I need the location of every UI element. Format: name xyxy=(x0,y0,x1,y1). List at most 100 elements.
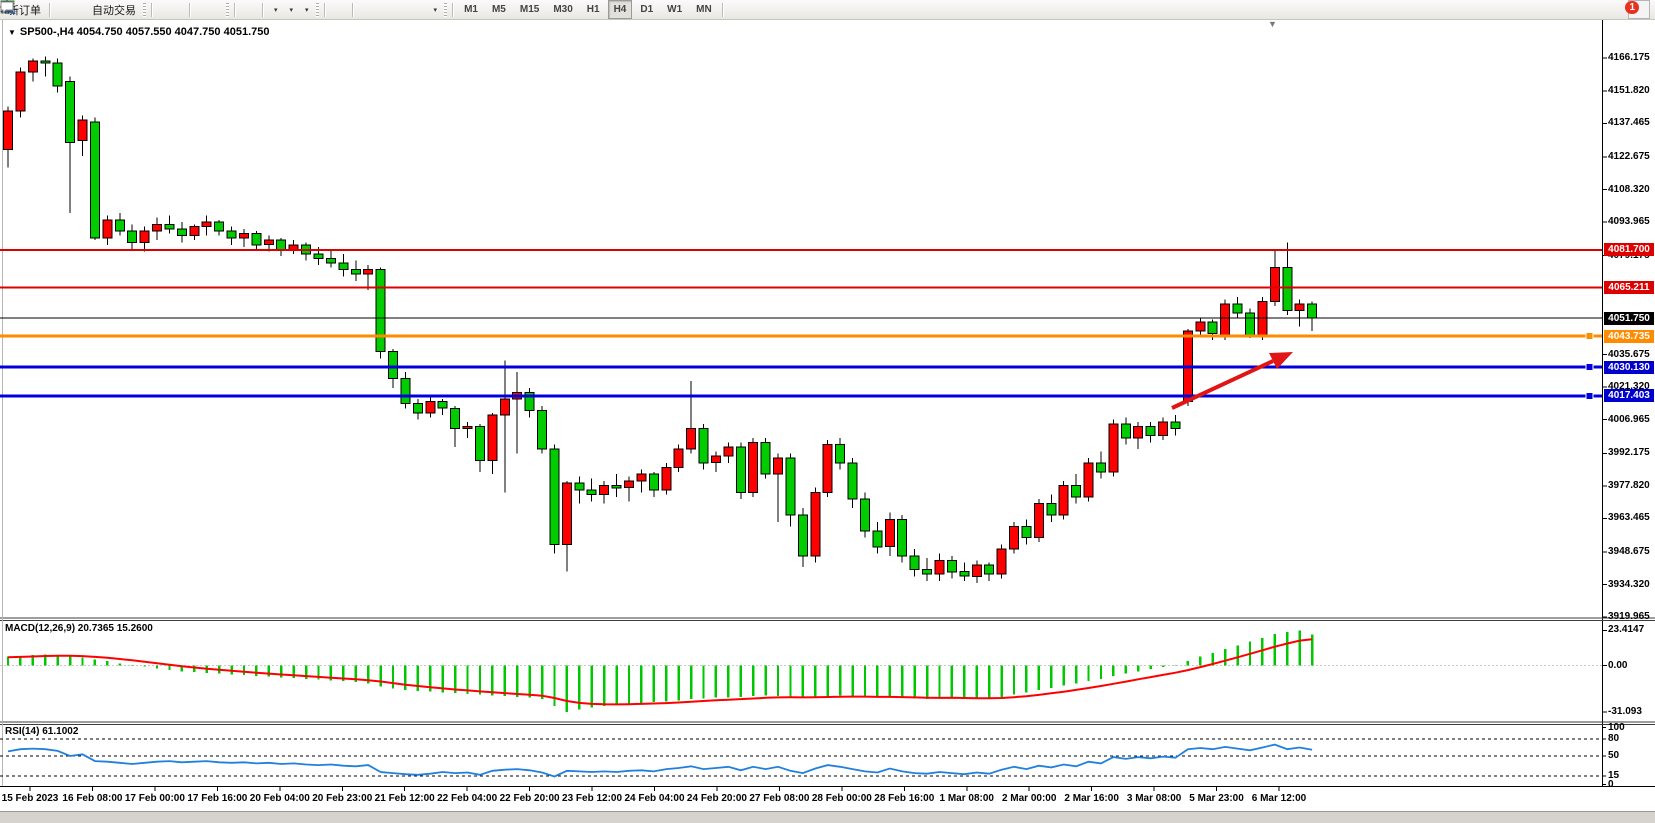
price-badge-4017.403: 4017.403 xyxy=(1604,389,1654,403)
candle-chart-mode-button[interactable] xyxy=(1,0,175,19)
candle-body xyxy=(561,482,572,546)
timeframe-h4-button[interactable]: H4 xyxy=(607,0,633,19)
accounts-button[interactable] xyxy=(0,0,73,19)
one-click-trading-arrow-icon[interactable]: ▼ xyxy=(8,28,16,37)
time-axis-label: 21 Feb 12:00 xyxy=(374,793,435,804)
time-axis-label: 28 Feb 00:00 xyxy=(811,793,872,804)
candle-body xyxy=(499,398,510,416)
price-axis-tick: 3963.465 xyxy=(1608,512,1650,524)
new-chart-button[interactable]: ▾ xyxy=(0,0,282,19)
candle-body xyxy=(797,514,808,557)
zoom-in-button[interactable] xyxy=(1,0,203,19)
chart-canvas[interactable] xyxy=(0,19,1655,811)
time-axis-label: 22 Feb 04:00 xyxy=(437,793,498,804)
timeframe-h1-button[interactable]: H1 xyxy=(586,4,600,15)
candle-body xyxy=(375,269,386,352)
time-axis-label: 28 Feb 16:00 xyxy=(874,793,935,804)
chart-title: ▼ SP500-,H4 4054.750 4057.550 4047.750 40… xyxy=(8,26,269,38)
candle-body xyxy=(1145,425,1156,436)
candle-body xyxy=(201,221,212,228)
candle-body xyxy=(984,564,995,575)
autotrading-button-label: 自动交易 xyxy=(92,4,136,17)
templates-button[interactable]: ▾ xyxy=(0,0,313,19)
tile-windows-button[interactable] xyxy=(0,0,223,19)
line-chart-mode-button[interactable] xyxy=(0,0,185,19)
candle-body xyxy=(748,441,759,493)
chart-window[interactable]: ▼ SP500-,H4 4054.750 4057.550 4047.750 40… xyxy=(0,19,1655,811)
candle-body xyxy=(3,110,13,150)
candle-body xyxy=(847,462,858,500)
candle-body xyxy=(884,519,895,548)
label-tool-button[interactable]: T xyxy=(0,0,426,19)
time-axis-label: 20 Feb 04:00 xyxy=(249,793,310,804)
macd-indicator-label: MACD(12,26,9) 20.7365 15.2600 xyxy=(5,623,153,634)
trendline-tool-button[interactable] xyxy=(0,0,386,19)
candle-body xyxy=(611,485,622,489)
timeframe-m30-button[interactable]: M30 xyxy=(553,4,573,15)
candle-body xyxy=(475,425,485,461)
auto-arrange-button[interactable] xyxy=(1,0,248,19)
candle-body xyxy=(1120,423,1131,439)
candle-body xyxy=(450,407,461,430)
timeframe-mn-button[interactable]: MN xyxy=(696,4,712,15)
timeframe-m1-button[interactable]: M1 xyxy=(464,4,478,15)
rsi-axis-tick: 15 xyxy=(1608,769,1620,781)
time-axis-label: 24 Feb 20:00 xyxy=(686,793,747,804)
candle-body xyxy=(40,60,51,64)
vertical-line-tool-button[interactable] xyxy=(4,0,366,19)
candle-body xyxy=(363,269,374,275)
signals-button[interactable] xyxy=(1,0,83,19)
candle-body xyxy=(288,244,299,250)
timeframe-d1-button[interactable]: D1 xyxy=(640,4,654,15)
timeframe-w1-button[interactable]: W1 xyxy=(667,4,683,15)
price-axis-tick: 3919.965 xyxy=(1608,611,1650,623)
price-axis-tick: 3977.820 xyxy=(1608,479,1650,491)
crosshair-tool-button[interactable] xyxy=(0,0,348,19)
timeframe-m15-button[interactable]: M15 xyxy=(519,4,540,15)
shapes-tool-button[interactable]: ▾ xyxy=(1,0,442,19)
timeframe-m5-button[interactable]: M5 xyxy=(491,4,506,15)
channel-tool-button[interactable]: E xyxy=(0,0,396,19)
candle-body xyxy=(487,414,498,462)
chart-shift-marker-icon[interactable]: ▼ xyxy=(1268,19,1277,29)
rsi-axis-tick: 80 xyxy=(1608,732,1620,744)
zoom-out-button[interactable] xyxy=(1,0,213,19)
rsi-indicator-label: RSI(14) 61.1002 xyxy=(5,726,79,737)
hline-handle xyxy=(1585,332,1594,341)
candle-body xyxy=(127,230,138,244)
candle-body xyxy=(698,428,709,464)
macd-axis-tick: -31.093 xyxy=(1608,706,1642,717)
candle-body xyxy=(922,569,933,575)
bar-chart-mode-button[interactable] xyxy=(1,0,165,19)
horizontal-line-tool-button[interactable] xyxy=(1,0,376,19)
candle-body xyxy=(673,448,684,468)
candle-body xyxy=(65,80,76,144)
candle-body xyxy=(152,223,162,232)
candle-body xyxy=(226,230,237,239)
chart-shift-button[interactable] xyxy=(1,0,258,19)
candle-body xyxy=(102,219,113,239)
candle-body xyxy=(1195,321,1206,332)
window-bottom-strip xyxy=(0,811,1655,823)
fibonacci-tool-button[interactable]: F xyxy=(1,0,406,19)
candle-body xyxy=(822,444,833,493)
candle-body xyxy=(710,455,721,464)
autotrading-button[interactable]: 自动交易 xyxy=(1,0,140,19)
candle-body xyxy=(338,262,349,271)
candle-body xyxy=(524,391,535,412)
price-axis-tick: 3934.320 xyxy=(1608,578,1650,590)
candle-body xyxy=(1207,321,1218,334)
periods-button[interactable]: ▾ xyxy=(1,0,298,19)
candle-body xyxy=(77,119,88,141)
notifications-button[interactable]: 1 xyxy=(0,0,1650,19)
price-badge-4030.130: 4030.130 xyxy=(1604,360,1654,374)
red-arrow-annotation xyxy=(1171,352,1293,410)
news-button[interactable] xyxy=(1,0,63,19)
candle-body xyxy=(946,559,957,573)
candle-body xyxy=(1220,303,1231,337)
toolbar-separator xyxy=(234,2,236,17)
text-tool-button[interactable]: A xyxy=(2,0,416,19)
price-axis-tick: 4035.675 xyxy=(1608,348,1650,360)
cursor-tool-button[interactable] xyxy=(3,0,338,19)
